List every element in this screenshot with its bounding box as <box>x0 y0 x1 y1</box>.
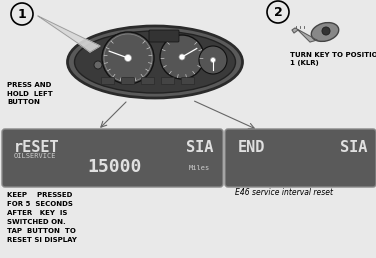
Text: TAP  BUTTON  TO
RESET SI DISPLAY: TAP BUTTON TO RESET SI DISPLAY <box>7 228 77 243</box>
Text: rESET: rESET <box>14 140 60 155</box>
FancyBboxPatch shape <box>2 129 223 187</box>
Ellipse shape <box>74 31 235 93</box>
Text: 2: 2 <box>274 5 282 19</box>
Ellipse shape <box>68 26 243 98</box>
FancyBboxPatch shape <box>162 77 174 85</box>
FancyBboxPatch shape <box>149 30 179 42</box>
Ellipse shape <box>311 23 339 42</box>
FancyBboxPatch shape <box>121 77 135 85</box>
FancyBboxPatch shape <box>225 129 376 187</box>
Text: 1: 1 <box>18 7 26 20</box>
Circle shape <box>124 54 132 61</box>
Circle shape <box>322 27 330 35</box>
Polygon shape <box>38 16 100 52</box>
Circle shape <box>199 46 227 74</box>
Text: OILSERVICE: OILSERVICE <box>14 153 56 159</box>
Text: SIA: SIA <box>186 140 213 155</box>
Circle shape <box>94 61 102 69</box>
Polygon shape <box>292 28 317 42</box>
Text: KEEP    PRESSED
FOR 5  SECONDS
AFTER   KEY  IS
SWITCHED ON.: KEEP PRESSED FOR 5 SECONDS AFTER KEY IS … <box>7 192 73 225</box>
FancyBboxPatch shape <box>182 77 194 85</box>
Text: SIA: SIA <box>340 140 367 155</box>
FancyBboxPatch shape <box>102 77 115 85</box>
Circle shape <box>211 58 215 62</box>
Text: 15000: 15000 <box>88 158 142 176</box>
Text: END: END <box>238 140 265 155</box>
Circle shape <box>179 54 185 60</box>
FancyBboxPatch shape <box>141 77 155 85</box>
Text: Miles: Miles <box>189 165 210 171</box>
Circle shape <box>160 35 204 79</box>
Circle shape <box>102 32 154 84</box>
Text: PRESS AND
HOLD  LEFT
BUTTON: PRESS AND HOLD LEFT BUTTON <box>7 82 53 105</box>
Text: E46 service interval reset: E46 service interval reset <box>235 188 333 197</box>
Text: TURN KEY TO POSITION
1 (KLR): TURN KEY TO POSITION 1 (KLR) <box>290 52 376 67</box>
